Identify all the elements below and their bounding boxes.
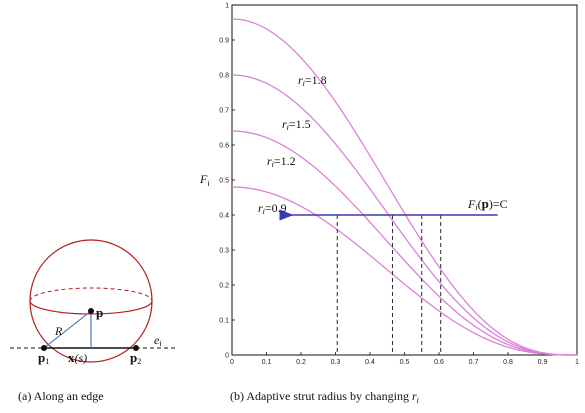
label-radius: R — [54, 324, 63, 338]
label-xs: x(s) — [68, 350, 87, 365]
y-tick-label: 0.5 — [219, 178, 229, 185]
y-tick-label: 0.8 — [219, 73, 229, 80]
x-tick-label: 0.3 — [331, 359, 341, 366]
x-tick-label: 1 — [575, 359, 579, 366]
series-label-r_i=1.8: ri=1.8 — [298, 73, 327, 88]
x-tick-label: 0.2 — [296, 359, 306, 366]
label-p: p — [96, 305, 103, 320]
series-label-r_i=0.9: ri=0.9 — [258, 201, 287, 216]
subfig-b-chart: 0 0.1 0.2 0.3 0.4 0.5 0.6 0.7 0.8 0.9 1 0 0.1 0.2 0.3 0… — [199, 3, 579, 367]
x-tick-label: 0.9 — [538, 359, 548, 366]
y-tick-label: 0.7 — [219, 108, 229, 115]
curve-r_i=1.8 — [231, 18, 577, 356]
curve-r_i=0.9 — [231, 186, 577, 356]
y-axis-label: Fi — [199, 172, 210, 188]
y-tick-label: 0.3 — [219, 248, 229, 255]
series-label-r_i=1.5: ri=1.5 — [282, 117, 311, 132]
point-p1 — [41, 345, 47, 351]
curves — [231, 18, 577, 356]
point-p2 — [133, 345, 139, 351]
y-tick-label: 0.4 — [219, 213, 229, 220]
subfig-a: p R p1 x(s) p2 ei — [10, 239, 175, 366]
x-tick-label: 0.8 — [503, 359, 513, 366]
y-tick-label: 0.9 — [219, 38, 229, 45]
x-tick-label: 0.5 — [400, 359, 410, 366]
y-tick-label: 0 — [225, 353, 229, 360]
caption-a: (a) Along an edge — [18, 389, 104, 403]
curve-r_i=1.5 — [231, 74, 577, 356]
axis-ticks: 0 0.1 0.2 0.3 0.4 0.5 0.6 0.7 0.8 0.9 1 0 0.1 0.2 0.3 0… — [219, 3, 579, 367]
drop-lines — [336, 215, 442, 355]
x-tick-label: 0 — [230, 359, 234, 366]
point-p — [88, 308, 94, 314]
sphere-back-equator — [29, 287, 153, 302]
caption-b: (b) Adaptive strut radius by changing ri — [230, 389, 419, 405]
label-p2: p2 — [130, 350, 141, 366]
series-label-r_i=1.2: ri=1.2 — [267, 154, 296, 169]
plot-frame — [231, 4, 578, 356]
y-tick-label: 1 — [225, 3, 229, 10]
curve-r_i=1.2 — [231, 130, 577, 356]
label-edge: ei — [154, 333, 162, 348]
y-tick-label: 0.6 — [219, 143, 229, 150]
iso-label-arg: ( — [478, 197, 482, 211]
y-tick-label: 0.2 — [219, 283, 229, 290]
y-tick-label: 0.1 — [219, 318, 229, 325]
label-p1: p1 — [38, 350, 49, 366]
x-tick-label: 0.4 — [365, 359, 375, 366]
x-tick-label: 0.6 — [434, 359, 444, 366]
x-tick-label: 0.1 — [262, 359, 272, 366]
iso-label: Fi(p)=C — [467, 196, 508, 212]
series-labels: ri=0.9 ri=1.2 ri=1.5 ri=1.8 — [258, 73, 327, 216]
radius-line — [43, 310, 92, 349]
x-tick-label: 0.7 — [469, 359, 479, 366]
